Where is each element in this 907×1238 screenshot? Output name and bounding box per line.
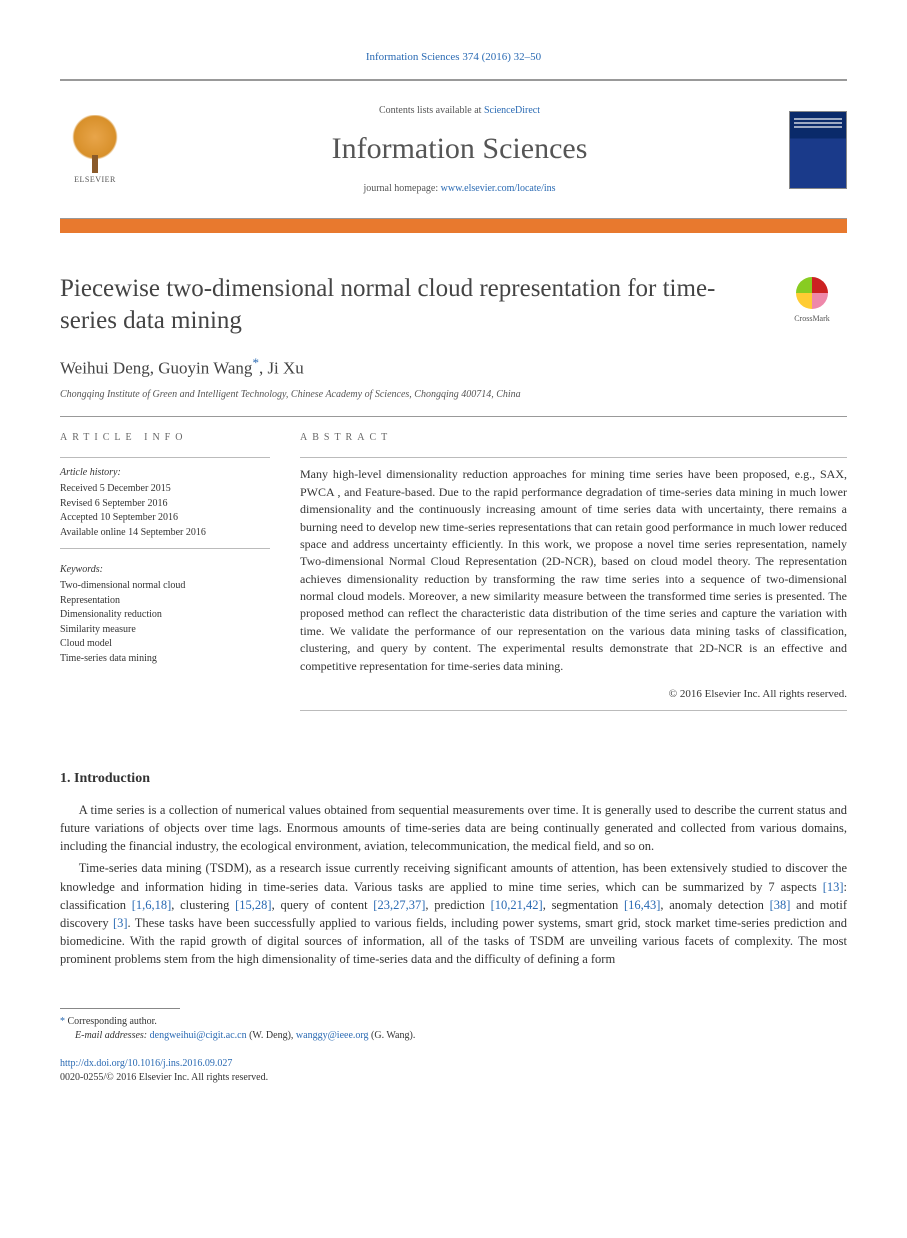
ref-link[interactable]: [15,28] [235,898,271,912]
affiliation: Chongqing Institute of Green and Intelli… [60,388,847,402]
history-received: Received 5 December 2015 [60,482,270,497]
email-link-2[interactable]: wanggy@ieee.org [296,1030,369,1041]
keyword: Time-series data mining [60,652,270,667]
abstract-text: Many high-level dimensionality reduction… [300,466,847,675]
crossmark-badge[interactable]: CrossMark [777,277,847,324]
intro-paragraph-2: Time-series data mining (TSDM), as a res… [60,859,847,968]
intro-text: , anomaly detection [660,898,769,912]
elsevier-label: ELSEVIER [74,174,116,185]
crossmark-label: CrossMark [794,313,830,324]
corresponding-author-label: Corresponding author. [68,1016,157,1027]
intro-text: , segmentation [543,898,624,912]
orange-divider-bar [60,219,847,233]
contents-line: Contents lists available at ScienceDirec… [140,104,779,118]
ref-link[interactable]: [16,43] [624,898,660,912]
asterisk-icon: * [60,1016,65,1027]
author-2: Guoyin Wang [158,359,252,378]
divider [300,457,847,458]
footnote-separator [60,1008,180,1009]
author-1: Weihui Deng [60,359,150,378]
divider [60,416,847,417]
intro-text: , prediction [425,898,490,912]
email-name-1: (W. Deng), [249,1030,293,1041]
keyword: Dimensionality reduction [60,608,270,623]
email-name-2: (G. Wang). [371,1030,415,1041]
ref-link[interactable]: [38] [770,898,791,912]
journal-title: Information Sciences [140,128,779,170]
elsevier-logo[interactable]: ELSEVIER [60,110,130,190]
elsevier-tree-icon [70,115,120,170]
contents-prefix: Contents lists available at [379,105,484,116]
keywords-label: Keywords: [60,563,270,577]
divider [300,710,847,711]
footnote-block: * Corresponding author. E-mail addresses… [60,1015,847,1043]
homepage-prefix: journal homepage: [363,183,440,194]
abstract-heading: ABSTRACT [300,431,847,445]
author-list: Weihui Deng, Guoyin Wang*, Ji Xu [60,354,847,380]
intro-paragraph-1: A time series is a collection of numeric… [60,801,847,855]
keyword: Representation [60,594,270,609]
doi-link[interactable]: http://dx.doi.org/10.1016/j.ins.2016.09.… [60,1058,232,1069]
header-center: Contents lists available at ScienceDirec… [140,104,779,196]
ref-link[interactable]: [23,27,37] [373,898,425,912]
homepage-line: journal homepage: www.elsevier.com/locat… [140,182,779,196]
ref-link[interactable]: [13] [823,880,844,894]
citation-bar: Information Sciences 374 (2016) 32–50 [60,50,847,65]
citation-link[interactable]: Information Sciences 374 (2016) 32–50 [366,51,541,63]
sciencedirect-link[interactable]: ScienceDirect [484,105,540,116]
journal-cover-thumbnail[interactable] [789,111,847,189]
keyword: Similarity measure [60,623,270,638]
author-sep: , [150,359,159,378]
intro-text: , clustering [171,898,235,912]
doi-block: http://dx.doi.org/10.1016/j.ins.2016.09.… [60,1057,847,1085]
history-online: Available online 14 September 2016 [60,526,270,541]
history-accepted: Accepted 10 September 2016 [60,511,270,526]
issn-copyright: 0020-0255/© 2016 Elsevier Inc. All right… [60,1071,847,1085]
section-heading-intro: 1. Introduction [60,769,847,789]
email-link-1[interactable]: dengweihui@cigit.ac.cn [150,1030,247,1041]
email-label: E-mail addresses: [75,1030,147,1041]
ref-link[interactable]: [10,21,42] [491,898,543,912]
history-label: Article history: [60,466,270,480]
ref-link[interactable]: [3] [113,916,128,930]
homepage-link[interactable]: www.elsevier.com/locate/ins [441,183,556,194]
article-title: Piecewise two-dimensional normal cloud r… [60,273,757,336]
keyword: Cloud model [60,637,270,652]
header-banner: ELSEVIER Contents lists available at Sci… [60,79,847,219]
intro-text: Time-series data mining (TSDM), as a res… [60,861,847,893]
intro-text: , query of content [272,898,374,912]
keyword: Two-dimensional normal cloud [60,579,270,594]
history-revised: Revised 6 September 2016 [60,497,270,512]
crossmark-icon [796,277,828,309]
divider [60,548,270,549]
article-info-column: ARTICLE INFO Article history: Received 5… [60,431,270,719]
divider [60,457,270,458]
intro-text: . These tasks have been successfully app… [60,916,847,966]
ref-link[interactable]: [1,6,18] [132,898,172,912]
author-3: Ji Xu [267,359,303,378]
article-info-heading: ARTICLE INFO [60,431,270,445]
abstract-copyright: © 2016 Elsevier Inc. All rights reserved… [300,687,847,702]
abstract-column: ABSTRACT Many high-level dimensionality … [300,431,847,719]
